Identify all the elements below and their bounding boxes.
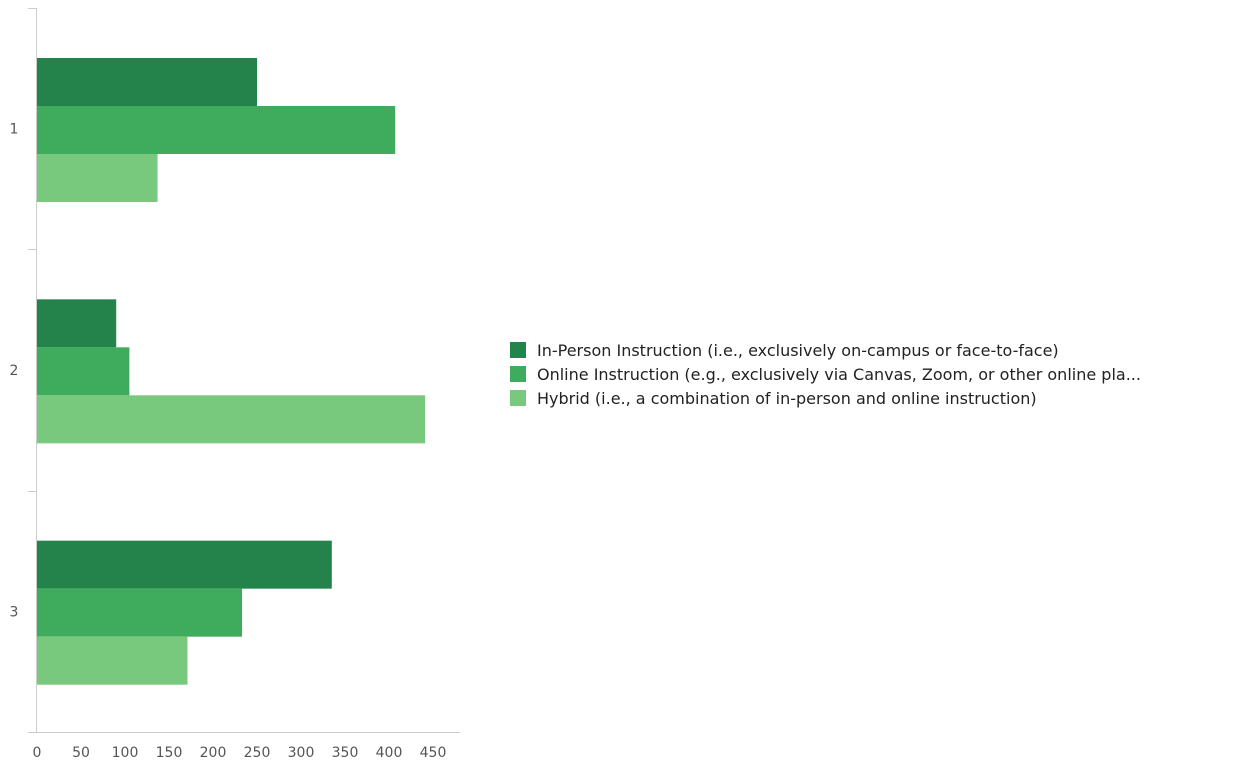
x-tick-label: 400 [376, 745, 403, 761]
legend-swatch-online [510, 366, 526, 382]
bar-cat1-series2[interactable] [37, 106, 396, 154]
legend-item-in-person[interactable]: In-Person Instruction (i.e., exclusively… [510, 338, 1250, 362]
bar-cat3-series2[interactable] [37, 588, 243, 637]
bar-cat1-series1[interactable] [37, 58, 257, 106]
legend-label-hybrid: Hybrid (i.e., a combination of in-person… [537, 388, 1037, 408]
x-tick-label: 0 [33, 745, 42, 761]
bar-cat2-series3[interactable] [37, 395, 426, 444]
y-tick-label: 3 [10, 604, 19, 620]
x-tick-label: 300 [288, 745, 315, 761]
legend-label-online: Online Instruction (e.g., exclusively vi… [537, 364, 1141, 384]
bar-cat2-series1[interactable] [37, 299, 117, 348]
bar-cat3-series1[interactable] [37, 540, 332, 589]
legend: In-Person Instruction (i.e., exclusively… [510, 338, 1250, 410]
bar-cat2-series2[interactable] [37, 347, 130, 396]
x-tick-label: 150 [156, 745, 183, 761]
x-tick-label: 450 [420, 745, 447, 761]
legend-label-in-person: In-Person Instruction (i.e., exclusively… [537, 340, 1059, 360]
x-tick-label: 200 [200, 745, 227, 761]
legend-item-online[interactable]: Online Instruction (e.g., exclusively vi… [510, 362, 1250, 386]
y-tick-label: 2 [10, 363, 19, 379]
x-tick-label: 250 [244, 745, 271, 761]
x-tick-label: 350 [332, 745, 359, 761]
bar-chart: 1 2 3 0 50 100 150 200 250 300 350 400 450 [10, 8, 460, 761]
bars-group [37, 58, 426, 685]
legend-swatch-hybrid [510, 390, 526, 406]
x-tick-label: 100 [112, 745, 139, 761]
bar-cat1-series3[interactable] [37, 154, 158, 202]
legend-swatch-in-person [510, 342, 526, 358]
x-tick-label: 50 [72, 745, 90, 761]
y-tick-label: 1 [10, 122, 19, 138]
legend-item-hybrid[interactable]: Hybrid (i.e., a combination of in-person… [510, 386, 1250, 410]
ticks-group: 1 2 3 0 50 100 150 200 250 300 350 400 450 [10, 8, 447, 761]
bar-cat3-series3[interactable] [37, 636, 188, 685]
